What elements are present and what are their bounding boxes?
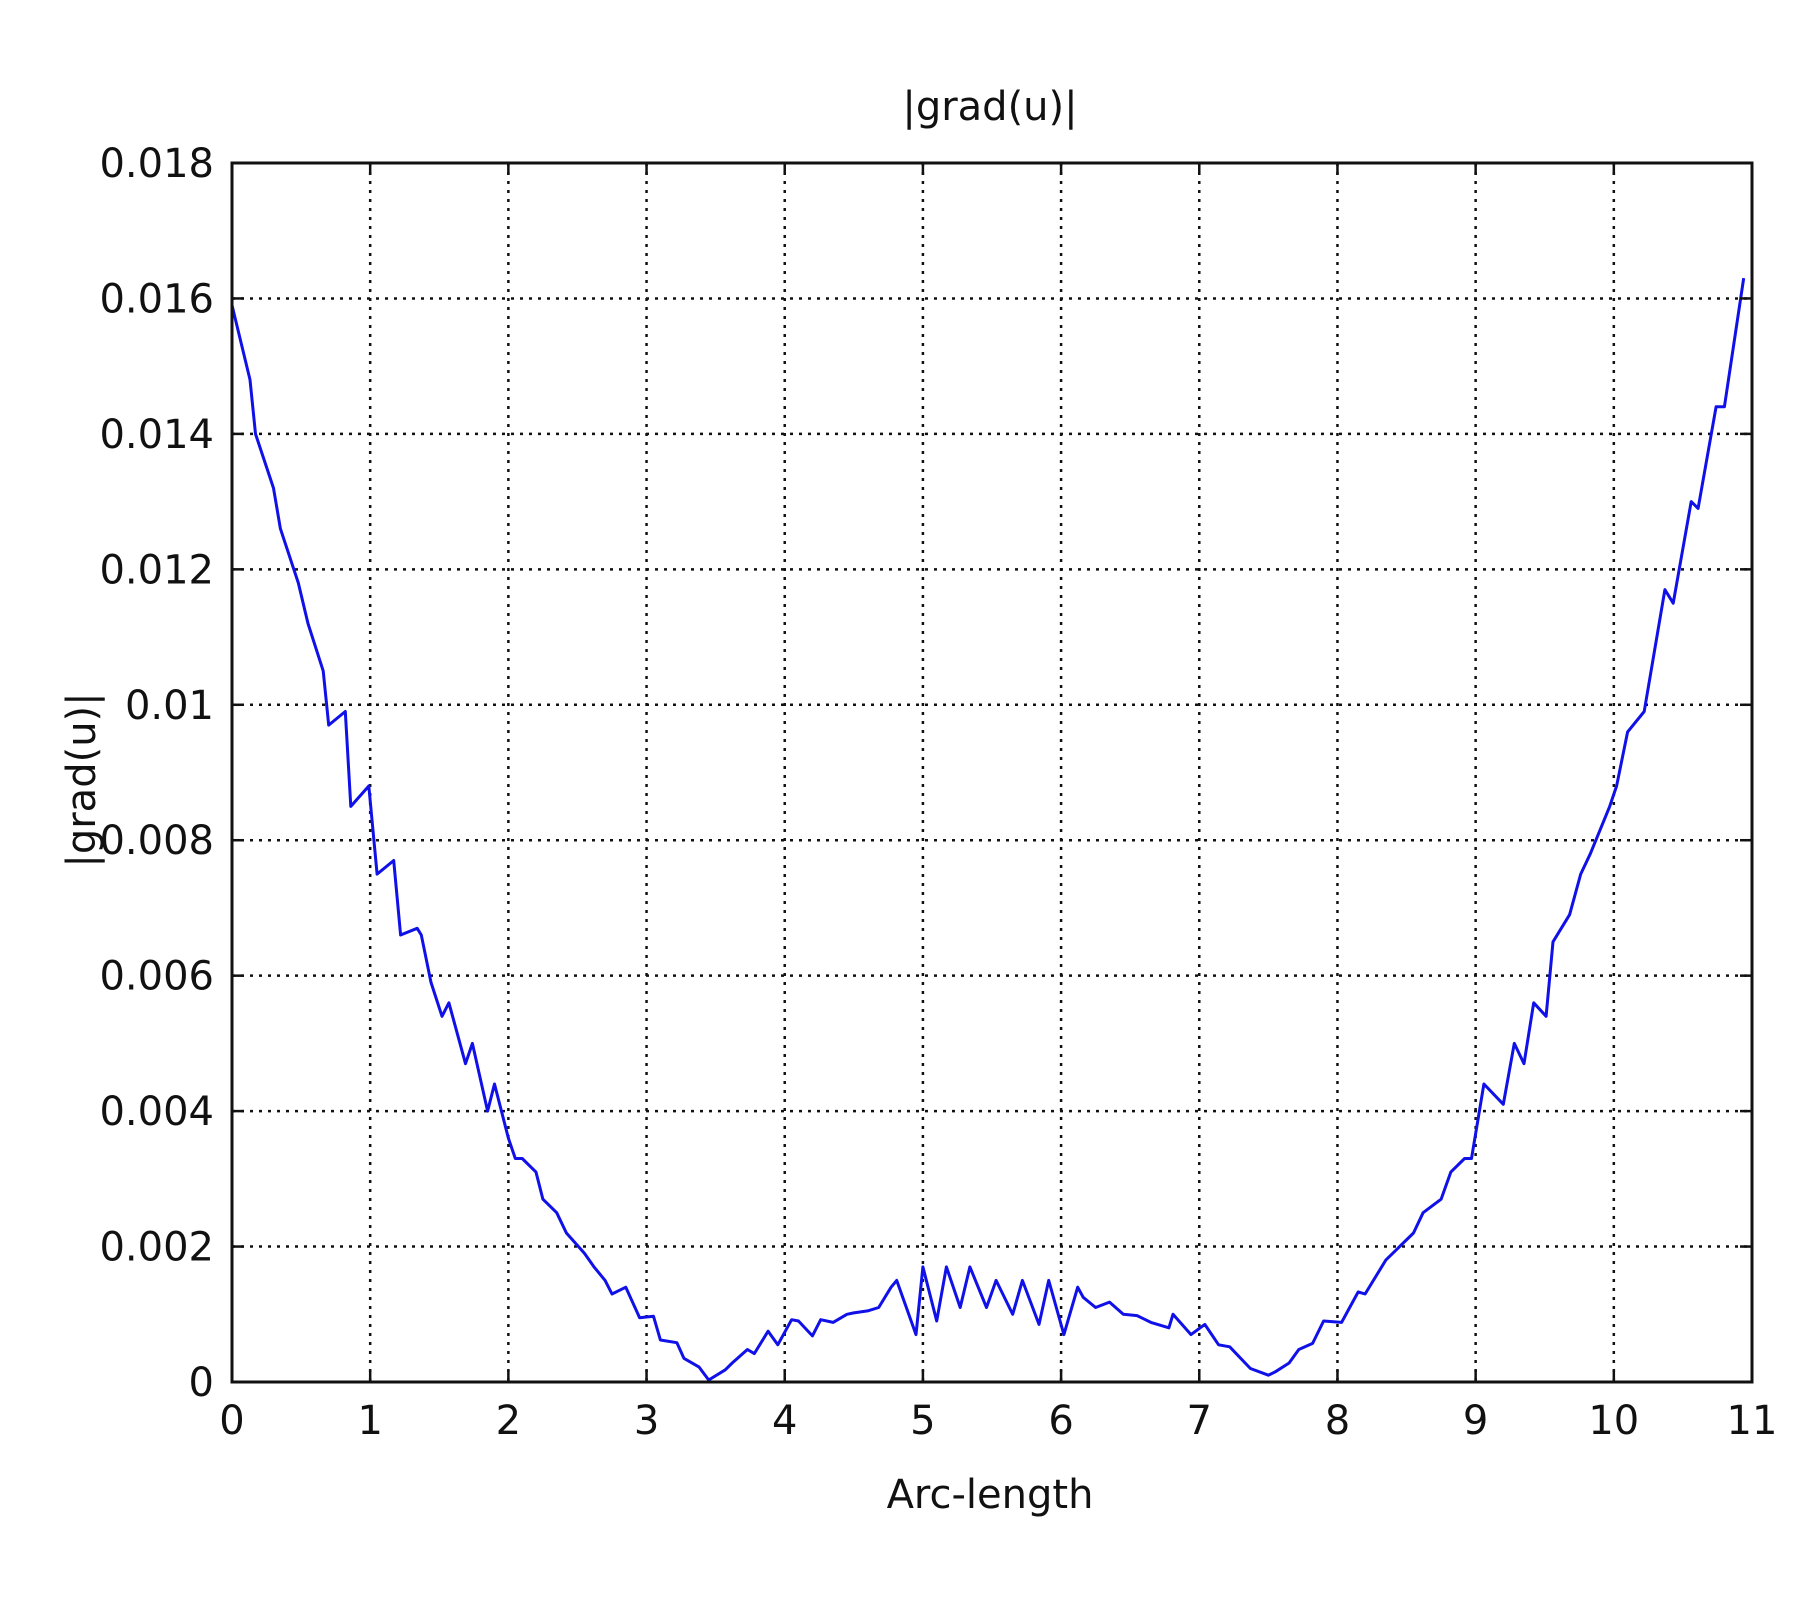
x-tick-label: 8 [1325,1398,1350,1444]
series-layer [230,277,1746,1382]
series-line [230,277,1746,1382]
y-tick-label: 0.016 [99,276,214,322]
x-tick-label: 6 [1048,1398,1073,1444]
x-tick-label: 9 [1463,1398,1488,1444]
plot-frame [230,161,1754,1384]
x-tick-label: 0 [219,1398,244,1444]
x-tick-label: 11 [1727,1398,1778,1444]
chart-title: |grad(u)| [902,84,1077,130]
y-tick-label: 0.004 [99,1089,214,1135]
y-tick-label: 0.018 [99,141,214,187]
y-tick-label: 0.014 [99,412,214,458]
grid [232,163,1752,1382]
x-tick-label: 7 [1187,1398,1212,1444]
x-tick-label: 5 [910,1398,935,1444]
x-tick-label: 2 [496,1398,521,1444]
y-tick-label: 0.008 [99,818,214,864]
ticks [230,161,1754,1384]
y-tick-label: 0 [189,1360,214,1406]
x-tick-label: 10 [1588,1398,1639,1444]
x-tick-label: 1 [357,1398,382,1444]
y-tick-label: 0.006 [99,954,214,1000]
x-tick-label: 3 [634,1398,659,1444]
y-axis-label: |grad(u)| [59,692,105,867]
x-axis-label: Arc-length [887,1472,1094,1518]
y-tick-labels: 0 0.002 0.004 0.006 0.008 0.01 0.012 0.014 0.016… [99,141,214,1406]
y-tick-label: 0.002 [99,1225,214,1271]
x-tick-labels: 0 1 2 3 4 5 6 7 8 9 10 11 [219,1398,1777,1444]
y-tick-label: 0.01 [125,683,214,729]
y-tick-label: 0.012 [99,547,214,593]
x-tick-label: 4 [772,1398,797,1444]
